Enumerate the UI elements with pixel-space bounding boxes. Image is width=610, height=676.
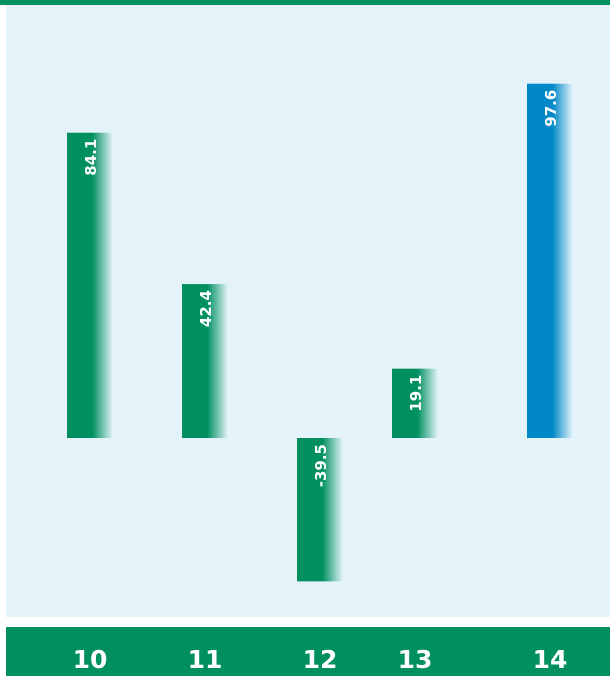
bar-14 — [527, 83, 573, 438]
category-label-12: 12 — [303, 645, 338, 674]
data-labels-layer: 84.1 42.4 -39.5 19.1 97.6 — [82, 90, 560, 488]
category-label-14: 14 — [533, 645, 568, 674]
category-label-11: 11 — [188, 645, 223, 674]
data-label-12: -39.5 — [312, 444, 330, 487]
data-label-11: 42.4 — [197, 290, 215, 327]
bar-12 — [297, 438, 343, 582]
category-label-13: 13 — [398, 645, 433, 674]
data-label-14: 97.6 — [542, 90, 560, 127]
bar-13 — [392, 368, 438, 438]
data-label-13: 19.1 — [407, 375, 425, 412]
category-labels-layer: 10 11 12 13 14 — [73, 645, 568, 674]
top-band — [0, 0, 610, 5]
data-label-10: 84.1 — [82, 139, 100, 176]
bars-layer — [67, 83, 573, 582]
bar-10 — [67, 132, 113, 439]
bar-11 — [182, 284, 228, 438]
category-band — [6, 627, 610, 676]
category-label-10: 10 — [73, 645, 108, 674]
